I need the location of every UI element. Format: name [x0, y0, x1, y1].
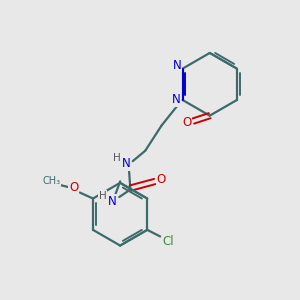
Text: O: O	[157, 173, 166, 186]
Text: N: N	[122, 157, 130, 170]
Text: N: N	[108, 195, 116, 208]
Text: H: H	[113, 153, 121, 163]
Text: O: O	[182, 116, 191, 129]
Text: N: N	[173, 58, 182, 71]
Text: H: H	[99, 191, 106, 201]
Text: O: O	[69, 181, 78, 194]
Text: Cl: Cl	[162, 235, 174, 248]
Text: N: N	[172, 94, 180, 106]
Text: CH₃: CH₃	[42, 176, 61, 186]
